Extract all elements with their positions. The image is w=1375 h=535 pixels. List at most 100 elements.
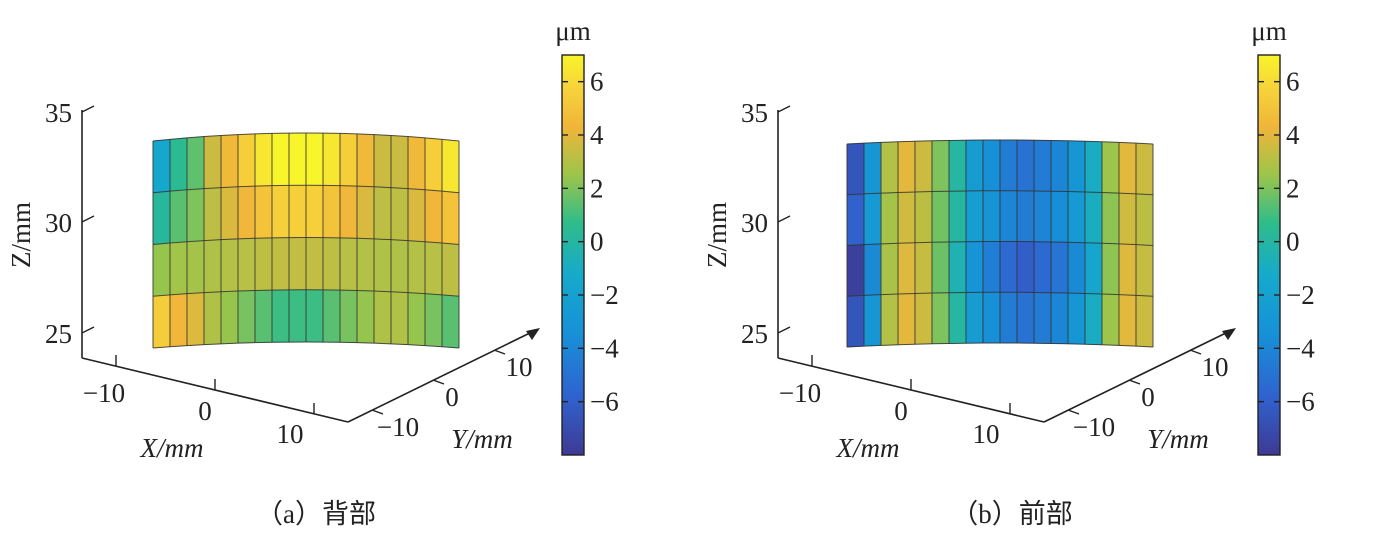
panel-b-z-tick-label: 30 <box>741 208 768 238</box>
surface-patch <box>203 135 222 189</box>
surface-patch <box>1016 241 1035 293</box>
surface-patch <box>863 142 882 195</box>
surface-patch <box>1101 242 1120 295</box>
colorbar-tick-label: 0 <box>1286 227 1300 257</box>
surface-patch <box>982 139 1001 192</box>
surface-patch <box>288 289 307 343</box>
surface-patch <box>897 293 916 346</box>
mesh-line <box>846 291 1154 297</box>
panel-b-z-label: Z/mm <box>702 202 732 268</box>
surface-patch <box>999 190 1018 242</box>
surface-patch <box>982 291 1001 344</box>
surface-patch <box>999 291 1018 344</box>
surface-patch <box>1033 292 1052 344</box>
surface-patch <box>271 185 290 239</box>
surface-patch <box>220 290 239 345</box>
panel-b-y-tick-label: 10 <box>1202 352 1229 382</box>
surface-patch <box>390 239 409 293</box>
panel-b-y-tick <box>1189 349 1202 355</box>
colorbar-tick-label: 6 <box>590 67 604 97</box>
surface-patch <box>339 185 358 239</box>
mesh-line <box>152 289 460 297</box>
surface-patch <box>339 289 358 343</box>
panel-b-y-tick <box>1067 409 1080 415</box>
surface-patch <box>407 188 426 243</box>
surface-patch <box>186 188 205 243</box>
panel-b-y-label: Y/mm <box>1147 424 1209 454</box>
surface-patch <box>982 190 1001 242</box>
surface-patch <box>424 241 443 296</box>
surface-patch <box>1084 191 1103 244</box>
panel-b-y-tick-label: 0 <box>1141 382 1155 412</box>
surface-patch <box>220 238 239 293</box>
surface-patch <box>880 192 899 245</box>
surface-patch <box>237 133 256 188</box>
mesh-line <box>152 132 460 142</box>
surface-patch <box>999 139 1018 192</box>
surface-patch <box>339 133 358 187</box>
surface-patch <box>288 184 307 238</box>
surface-patch <box>322 132 341 186</box>
colorbar-tick-label: −2 <box>1286 280 1315 310</box>
surface-patch <box>846 193 865 246</box>
panel-a-surface <box>152 132 460 349</box>
surface-patch <box>1084 242 1103 295</box>
panel-a-y-tick <box>371 409 384 415</box>
surface-patch <box>152 190 171 245</box>
surface-patch <box>1050 241 1069 294</box>
surface-patch <box>322 185 341 239</box>
colorbar-tick-label: −6 <box>1286 387 1315 417</box>
surface-patch <box>271 132 290 186</box>
surface-patch <box>271 289 290 343</box>
surface-patch <box>965 190 984 243</box>
surface-patch <box>1016 139 1035 192</box>
panel-b-z-tick-label: 35 <box>741 98 768 128</box>
surface-patch <box>424 137 443 192</box>
surface-patch <box>948 190 967 243</box>
surface-patch <box>322 289 341 343</box>
surface-patch <box>441 294 460 349</box>
surface-patch <box>931 292 950 345</box>
surface-patch <box>152 138 171 194</box>
surface-patch <box>897 140 916 193</box>
panel-b-z-tick-35 <box>777 105 791 113</box>
surface-patch <box>152 294 171 349</box>
panel-b-x-label: X/mm <box>836 433 900 463</box>
surface-patch <box>965 291 984 344</box>
panel-a-y-label: Y/mm <box>451 424 513 454</box>
panel-b-z-tick-30 <box>777 215 791 223</box>
panel-a-caption: （a）背部 <box>256 499 376 529</box>
surface-patch <box>931 241 950 294</box>
mesh-line <box>152 184 460 194</box>
panel-a-z-tick-30 <box>81 215 95 223</box>
surface-patch <box>220 186 239 240</box>
surface-patch <box>305 184 324 238</box>
surface-patch <box>1101 141 1120 194</box>
surface-patch <box>390 135 409 189</box>
panel-b-x-tick-label: 0 <box>894 396 908 426</box>
surface-patch <box>914 241 933 294</box>
panel-b-x-tick-label: 10 <box>973 419 1000 449</box>
surface-patch <box>1016 190 1035 243</box>
panel-b-surface <box>846 139 1154 348</box>
surface-patch <box>846 142 865 196</box>
surface-patch <box>254 185 273 239</box>
panel-b-caption: （b）前部 <box>951 499 1073 529</box>
panel-a-z-tick-label: 35 <box>45 98 72 128</box>
panel-a-z-tick-25 <box>81 326 95 334</box>
mesh-line <box>846 139 1154 145</box>
surface-patch <box>1084 293 1103 346</box>
surface-patch <box>373 290 392 345</box>
surface-patch <box>1016 291 1035 344</box>
surface-patch <box>407 240 426 295</box>
colorbar-tick-label: −6 <box>590 387 619 417</box>
surface-patch <box>897 242 916 295</box>
surface-patch <box>339 237 358 291</box>
colorbar-tick-label: −2 <box>590 280 619 310</box>
surface-patch <box>948 139 967 192</box>
surface-patch <box>1135 295 1154 348</box>
surface-patch <box>186 136 205 191</box>
mesh-line <box>152 236 460 245</box>
surface-patch <box>1101 293 1120 346</box>
